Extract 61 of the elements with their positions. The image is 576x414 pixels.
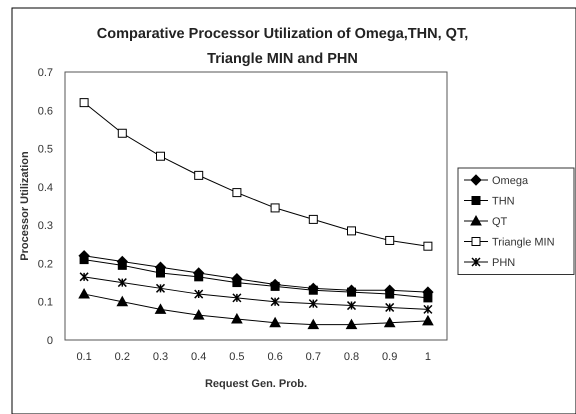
point (384, 302, 394, 312)
point (270, 282, 280, 291)
point (423, 293, 432, 302)
x-tick-label: 0.7 (306, 351, 321, 363)
x-tick-label: 0.5 (229, 351, 245, 363)
point (156, 152, 165, 161)
point (308, 214, 318, 224)
y-tick-label: 0.3 (38, 220, 53, 232)
point (231, 313, 242, 324)
point (118, 278, 128, 288)
x-axis-title: Request Gen. Prob. (204, 378, 308, 390)
point (347, 288, 356, 297)
y-axis-title: Processor Utilization (19, 151, 31, 261)
point (118, 128, 127, 138)
x-tick-label: 0.2 (114, 351, 130, 363)
x-tick-label: 0.8 (344, 351, 360, 363)
point (346, 319, 357, 330)
x-tick-label: 0.9 (382, 351, 398, 363)
point (423, 304, 433, 314)
point (347, 226, 356, 236)
point (270, 296, 280, 306)
point (232, 293, 242, 303)
point (308, 319, 319, 330)
point (346, 300, 356, 310)
x-tick-label: 0.4 (191, 351, 206, 363)
y-tick-label: 0.6 (38, 105, 53, 118)
point (194, 289, 204, 299)
point (385, 236, 394, 245)
point (194, 170, 204, 180)
point (232, 188, 242, 198)
point (155, 304, 166, 314)
legend-label: Omega (492, 175, 529, 187)
legend-label: THN (492, 196, 515, 208)
x-tick-label: 1 (424, 351, 431, 363)
point (79, 272, 89, 282)
point (116, 296, 128, 306)
y-tick-label: 0.5 (38, 144, 53, 156)
y-tick-label: 0.1 (38, 296, 53, 309)
point (156, 284, 166, 294)
x-tick-label: 0.1 (76, 351, 92, 363)
point (422, 315, 434, 326)
legend-label: Triangle MIN (492, 236, 555, 248)
point (78, 288, 90, 299)
y-tick-label: 0.7 (38, 67, 53, 79)
point (80, 98, 89, 108)
legend-label: QT (492, 216, 508, 228)
y-tick-label: 0 (46, 335, 53, 347)
chart-title: Comparative Processor Utilization of Omega,THN, QT, Triangle MIN and PHN (96, 26, 468, 67)
point (270, 203, 280, 212)
point (270, 317, 281, 328)
x-tick-label: 0.3 (152, 351, 168, 363)
x-tick-label: 0.6 (267, 351, 283, 363)
legend-label: PHN (492, 257, 516, 269)
point (308, 286, 318, 295)
y-tick-label: 0.2 (38, 258, 53, 270)
point (308, 298, 318, 308)
point (384, 317, 396, 328)
point (193, 310, 204, 320)
point (423, 242, 432, 251)
y-tick-label: 0.4 (38, 182, 53, 194)
point (156, 268, 165, 278)
